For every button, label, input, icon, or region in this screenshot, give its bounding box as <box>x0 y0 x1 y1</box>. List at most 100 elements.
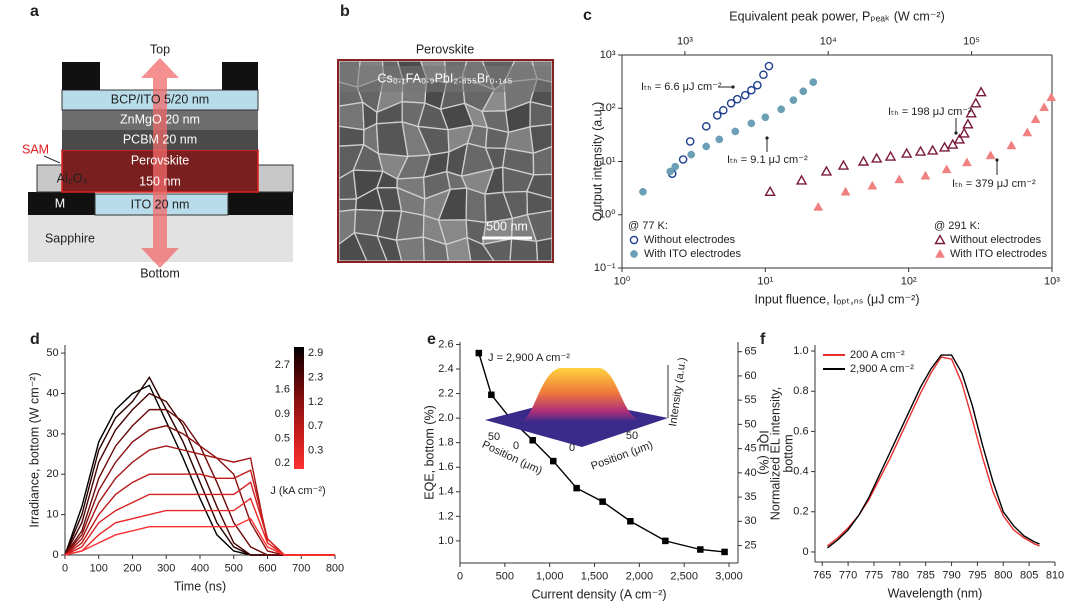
tick-label: 30 <box>46 428 58 440</box>
tick-label: 200 <box>123 563 141 575</box>
marker <box>777 105 786 114</box>
tick-label: 10³ <box>677 35 693 47</box>
marker <box>721 548 728 556</box>
tick-label: 600 <box>258 563 276 575</box>
tick-label: 1.0 <box>438 535 453 547</box>
marker <box>900 147 913 158</box>
marker <box>629 235 639 245</box>
colorbar-tick-label: 1.6 <box>275 384 290 396</box>
marker <box>894 174 905 184</box>
colorbar-tick-label: 0.3 <box>308 445 323 457</box>
marker <box>753 80 762 90</box>
marker <box>712 111 722 120</box>
layer-label: PCBM 20 nm <box>123 132 197 146</box>
scale-bar-label: 500 nm <box>486 219 528 233</box>
tick-label: 775 <box>865 570 883 582</box>
marker <box>965 107 977 118</box>
top-label: Top <box>150 42 170 56</box>
inset-peak <box>520 368 640 422</box>
colorbar-tick-label: 2.9 <box>308 347 323 359</box>
tick-label: 805 <box>1020 570 1038 582</box>
marker <box>958 127 970 138</box>
marker <box>761 113 770 122</box>
marker <box>970 97 982 108</box>
tick-label: 2.6 <box>438 338 453 350</box>
tick-label: 3,000 <box>715 571 743 583</box>
marker <box>820 165 833 176</box>
tick-label: 800 <box>326 563 344 575</box>
x2-axis-label: Equivalent peak power, Pₚₑₐₖ (W cm⁻²) <box>729 9 945 23</box>
marker <box>764 185 776 196</box>
tick-label: 0 <box>62 563 68 575</box>
marker <box>941 164 952 174</box>
marker <box>573 484 580 492</box>
grain <box>535 237 553 262</box>
colorbar-tick-label: 0.7 <box>308 420 323 432</box>
legend-title: @ 291 K: <box>934 220 980 232</box>
colorbar <box>294 347 304 469</box>
tick-label: 0 <box>802 546 808 558</box>
colorbar-tick-label: 0.2 <box>275 457 290 469</box>
tick-label: 1.4 <box>438 486 453 498</box>
marker <box>666 167 675 176</box>
y2-axis-label: IQE (%) <box>757 430 771 474</box>
tick-label: 10¹ <box>757 276 773 288</box>
inset-tick: 0 <box>569 442 575 454</box>
legend-label: 200 A cm⁻² <box>850 349 905 361</box>
marker <box>1039 102 1050 112</box>
tick-label: 2.2 <box>438 387 453 399</box>
tick-label: 60 <box>744 370 756 382</box>
x-axis-label: Time (ns) <box>174 579 226 593</box>
marker <box>697 546 704 553</box>
tick-label: 10⁰ <box>599 209 616 221</box>
marker <box>488 391 495 399</box>
marker <box>962 118 974 129</box>
device-diagram: a Top Bottom BCP/ITO 5/20 nm ZnMgO 20 nm… <box>22 3 294 280</box>
arrow-head <box>954 131 958 135</box>
tick-label: 10² <box>600 102 616 114</box>
emission-arrow <box>141 58 179 268</box>
tick-label: 10² <box>901 276 917 288</box>
sam-label: SAM <box>22 142 49 156</box>
marker <box>926 144 939 155</box>
marker <box>1022 127 1033 137</box>
marker <box>529 436 536 444</box>
tick-label: 2.0 <box>438 412 453 424</box>
grain <box>395 236 425 262</box>
inset-y-label: Position (μm) <box>589 439 654 473</box>
legend-title: @ 77 K: <box>628 220 668 232</box>
marker <box>799 87 808 96</box>
marker <box>1006 140 1017 150</box>
panel-label: a <box>30 3 39 20</box>
tick-label: 1.2 <box>438 510 453 522</box>
image-border <box>337 59 554 263</box>
tick-label: 35 <box>744 491 756 503</box>
tick-label: 790 <box>942 570 960 582</box>
marker <box>732 94 742 104</box>
panel-label: e <box>427 331 436 348</box>
tick-label: 25 <box>744 539 756 551</box>
tick-label: 500 <box>496 571 514 583</box>
tick-label: 765 <box>813 570 831 582</box>
composition-label: Cs₀.₁FA₀.₉PbI₂.₈₅₅Br₀.₁₄₅ <box>378 71 513 85</box>
marker <box>975 86 987 97</box>
layer-label: Perovskite <box>131 153 189 167</box>
tick-label: 400 <box>191 563 209 575</box>
marker <box>702 142 711 151</box>
tick-label: 500 <box>225 563 243 575</box>
tick-label: 10¹ <box>600 155 616 167</box>
tick-label: 1.8 <box>438 437 453 449</box>
tick-label: 10⁻¹ <box>594 262 616 274</box>
grain <box>338 125 365 147</box>
tick-label: 10³ <box>600 49 616 61</box>
marker <box>740 90 750 100</box>
grain <box>509 238 539 262</box>
panel-label: c <box>583 7 592 24</box>
grain <box>529 100 553 128</box>
grain <box>465 187 487 224</box>
tick-label: 55 <box>744 394 756 406</box>
layer-label: BCP/ITO 5/20 nm <box>111 92 209 106</box>
metal-layer <box>28 192 95 215</box>
tick-label: 40 <box>46 387 58 399</box>
marker <box>701 122 711 131</box>
